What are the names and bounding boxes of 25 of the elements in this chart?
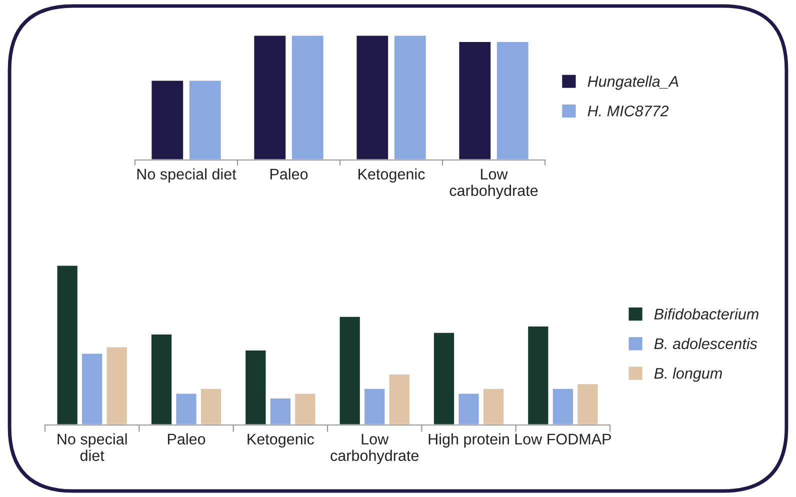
x-tick-label: High protein (428, 433, 509, 448)
x-tick-label: Paleo (270, 168, 308, 180)
x-tick-label: Ketogenic (248, 433, 314, 448)
legend-label: Bifidobacterium (654, 308, 758, 320)
bar (200, 388, 222, 425)
bar (244, 349, 268, 425)
x-tick-label: Low FODMAP (515, 434, 611, 445)
bar (526, 325, 550, 425)
legend-label: H. MIC8772 (588, 106, 669, 116)
bar (174, 392, 198, 425)
x-tick-label: Low carbohydrate (450, 168, 538, 200)
bar (482, 388, 505, 425)
x-tick-label: No special diet (58, 433, 127, 462)
x-tick-label: No special diet (137, 168, 236, 183)
bar (432, 332, 456, 425)
legend-label: B. longum (654, 368, 722, 382)
bar (105, 346, 128, 425)
x-tick-label: Low carbohydrate (330, 434, 418, 464)
x-tick-label: Ketogenic (358, 168, 425, 183)
bar (388, 373, 411, 425)
bar (150, 333, 173, 425)
legend-label: Hungatella_A (588, 76, 678, 90)
bar (457, 392, 480, 425)
x-tick-label: Paleo (168, 433, 206, 445)
legend-label: B. adolescentis (654, 338, 758, 350)
